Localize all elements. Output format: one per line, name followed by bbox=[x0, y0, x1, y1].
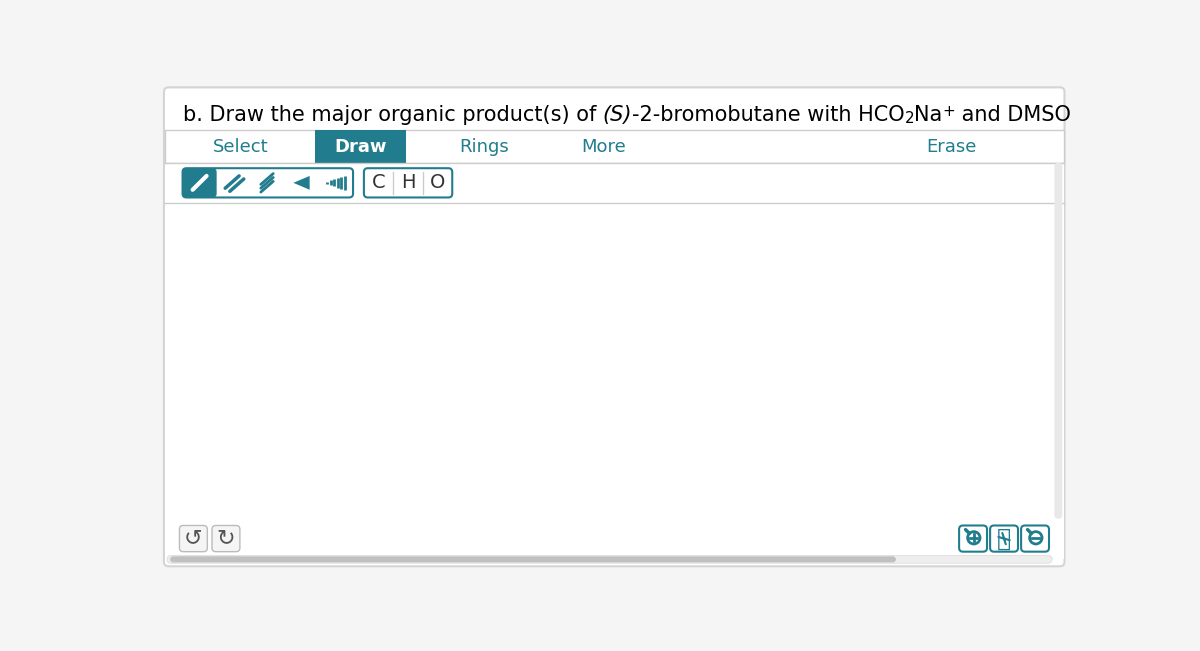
Text: O: O bbox=[430, 173, 445, 192]
Text: -2-bromobutane with HCO: -2-bromobutane with HCO bbox=[632, 105, 905, 125]
FancyBboxPatch shape bbox=[170, 557, 896, 562]
Text: C: C bbox=[372, 173, 385, 192]
Text: ↻: ↻ bbox=[217, 529, 235, 549]
Text: 2: 2 bbox=[905, 111, 914, 126]
FancyBboxPatch shape bbox=[180, 525, 208, 551]
FancyBboxPatch shape bbox=[164, 87, 1064, 566]
FancyBboxPatch shape bbox=[364, 168, 452, 197]
Text: +: + bbox=[942, 104, 955, 118]
Text: Draw: Draw bbox=[334, 137, 386, 156]
Text: ⤢: ⤢ bbox=[997, 527, 1012, 551]
Bar bbox=[164, 519, 1063, 559]
FancyBboxPatch shape bbox=[959, 525, 986, 551]
Bar bbox=[164, 163, 1063, 203]
Text: Na: Na bbox=[914, 105, 942, 125]
FancyBboxPatch shape bbox=[990, 525, 1018, 551]
FancyBboxPatch shape bbox=[167, 555, 1052, 563]
Text: H: H bbox=[401, 173, 415, 192]
Text: Erase: Erase bbox=[926, 137, 977, 156]
Bar bbox=[164, 130, 1063, 163]
Text: and DMSO: and DMSO bbox=[955, 105, 1072, 125]
FancyBboxPatch shape bbox=[1021, 525, 1049, 551]
FancyBboxPatch shape bbox=[182, 168, 353, 197]
Bar bbox=[164, 203, 1063, 519]
Text: b. Draw the major organic product(s) of: b. Draw the major organic product(s) of bbox=[182, 105, 602, 125]
FancyBboxPatch shape bbox=[182, 168, 217, 197]
Text: More: More bbox=[581, 137, 625, 156]
Text: Select: Select bbox=[212, 137, 269, 156]
Text: Rings: Rings bbox=[458, 137, 509, 156]
Polygon shape bbox=[293, 176, 310, 190]
Text: (S): (S) bbox=[602, 105, 632, 125]
Bar bbox=[314, 130, 406, 163]
Text: ↺: ↺ bbox=[184, 529, 203, 549]
FancyBboxPatch shape bbox=[1055, 163, 1062, 519]
FancyBboxPatch shape bbox=[212, 525, 240, 551]
